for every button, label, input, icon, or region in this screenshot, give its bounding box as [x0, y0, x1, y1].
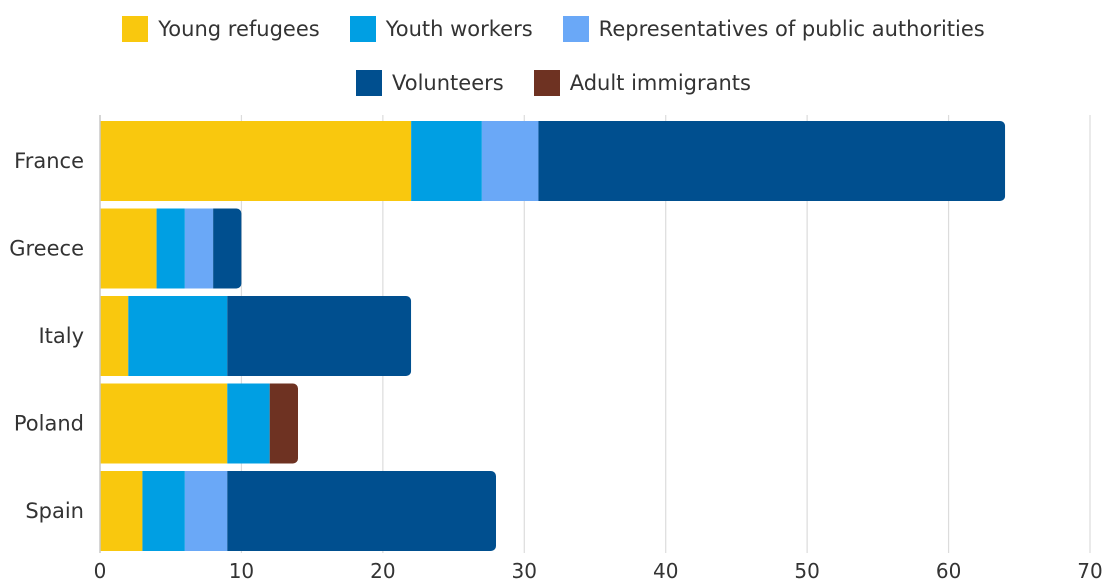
bar-segment [128, 296, 228, 376]
legend-swatch [356, 70, 383, 96]
legend-item-adult-immigrants: Adult immigrants [533, 70, 751, 96]
x-tick-label: 40 [653, 559, 678, 580]
category-label: France [14, 149, 84, 173]
legend-label: Young refugees [158, 17, 320, 41]
bar-segment [156, 208, 185, 289]
bar-segment [538, 121, 1006, 201]
bar-segment [184, 471, 228, 551]
category-label: Italy [38, 324, 84, 348]
category-label: Greece [9, 237, 84, 261]
bar-segment [213, 208, 242, 289]
x-tick-label: 60 [936, 559, 961, 580]
x-tick-label: 30 [512, 559, 537, 580]
x-tick-label: 50 [794, 559, 819, 580]
category-label: Poland [14, 412, 84, 436]
bar-segment [100, 383, 228, 464]
bar-segment [269, 383, 298, 464]
legend-item-volunteers: Volunteers [356, 70, 504, 96]
bar-segment [100, 471, 143, 551]
bar-segment [100, 296, 129, 376]
bar-segment [100, 208, 157, 289]
x-tick-label: 70 [1077, 559, 1102, 580]
legend-item-young-refugees: Young refugees [122, 16, 320, 42]
bar-segment [227, 383, 270, 464]
legend-row-2: Volunteers Adult immigrants [0, 70, 1107, 96]
legend-label: Youth workers [385, 17, 533, 41]
x-tick-label: 10 [229, 559, 254, 580]
legend-swatch [533, 70, 560, 96]
legend-label: Adult immigrants [569, 71, 751, 95]
legend-label: Volunteers [392, 71, 504, 95]
legend-swatch [122, 16, 149, 42]
legend-row-1: Young refugees Youth workers Representat… [0, 16, 1107, 42]
x-tick-label: 20 [370, 559, 395, 580]
bar-segment [227, 471, 496, 551]
legend-item-public-authorities: Representatives of public authorities [562, 16, 985, 42]
legend-item-youth-workers: Youth workers [349, 16, 533, 42]
legend-swatch [562, 16, 589, 42]
bar-segment [184, 208, 214, 289]
x-tick-label: 0 [94, 559, 107, 580]
legend-label: Representatives of public authorities [598, 17, 985, 41]
bar-segment [227, 296, 412, 376]
bar-segment [481, 121, 539, 201]
bar-segment [100, 121, 412, 201]
legend-swatch [349, 16, 376, 42]
category-label: Spain [25, 499, 84, 523]
bar-segment [142, 471, 185, 551]
bar-segment [411, 121, 482, 201]
